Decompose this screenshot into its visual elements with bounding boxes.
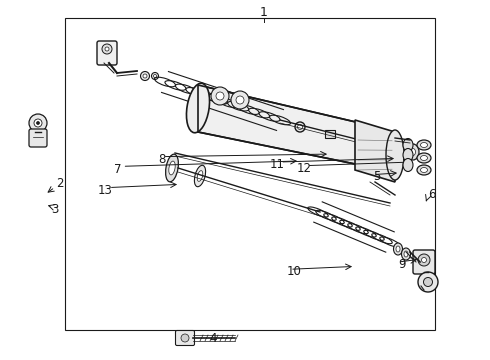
- Text: 6: 6: [428, 188, 436, 201]
- FancyBboxPatch shape: [29, 129, 47, 147]
- Text: 7: 7: [114, 163, 122, 176]
- FancyBboxPatch shape: [175, 330, 195, 346]
- Ellipse shape: [417, 165, 431, 175]
- Polygon shape: [198, 85, 360, 165]
- Ellipse shape: [386, 130, 404, 180]
- Text: 1: 1: [260, 6, 268, 19]
- Ellipse shape: [393, 243, 402, 255]
- Text: 4: 4: [209, 332, 217, 345]
- Ellipse shape: [420, 167, 427, 172]
- Ellipse shape: [187, 83, 210, 133]
- Ellipse shape: [420, 156, 427, 161]
- Circle shape: [181, 334, 189, 342]
- Text: 5: 5: [373, 170, 381, 183]
- Text: 11: 11: [270, 158, 284, 171]
- Ellipse shape: [403, 139, 413, 152]
- Circle shape: [102, 44, 112, 54]
- Circle shape: [421, 257, 426, 262]
- Text: 12: 12: [296, 162, 311, 175]
- FancyBboxPatch shape: [97, 41, 117, 65]
- Circle shape: [231, 91, 249, 109]
- FancyBboxPatch shape: [392, 146, 406, 154]
- Text: 10: 10: [287, 265, 301, 278]
- Circle shape: [236, 96, 244, 104]
- Ellipse shape: [411, 148, 416, 156]
- Circle shape: [141, 72, 149, 81]
- Circle shape: [34, 119, 42, 127]
- Ellipse shape: [417, 140, 431, 150]
- Ellipse shape: [197, 171, 203, 181]
- Text: 3: 3: [51, 203, 59, 216]
- Ellipse shape: [420, 143, 427, 148]
- Ellipse shape: [403, 148, 413, 162]
- Text: 8: 8: [158, 153, 166, 166]
- Circle shape: [153, 75, 156, 77]
- Circle shape: [297, 125, 302, 130]
- Ellipse shape: [404, 251, 408, 257]
- Circle shape: [143, 74, 147, 78]
- Ellipse shape: [403, 158, 413, 171]
- Circle shape: [418, 254, 430, 266]
- Circle shape: [211, 87, 229, 105]
- Ellipse shape: [169, 161, 175, 175]
- Bar: [65, 18, 435, 330]
- Bar: [325, 130, 335, 138]
- Circle shape: [151, 72, 158, 80]
- Ellipse shape: [396, 246, 400, 252]
- Circle shape: [295, 122, 305, 132]
- Text: 9: 9: [398, 258, 406, 271]
- Polygon shape: [355, 120, 395, 182]
- Ellipse shape: [166, 154, 178, 182]
- Text: 2: 2: [56, 177, 64, 190]
- Text: 13: 13: [98, 184, 113, 197]
- Ellipse shape: [407, 144, 419, 160]
- Circle shape: [105, 47, 109, 51]
- FancyBboxPatch shape: [413, 250, 435, 274]
- Circle shape: [418, 272, 438, 292]
- Circle shape: [216, 92, 224, 100]
- Circle shape: [36, 122, 40, 125]
- Ellipse shape: [195, 165, 206, 187]
- Circle shape: [29, 114, 47, 132]
- Ellipse shape: [401, 248, 411, 260]
- Ellipse shape: [417, 153, 431, 163]
- Circle shape: [423, 278, 433, 287]
